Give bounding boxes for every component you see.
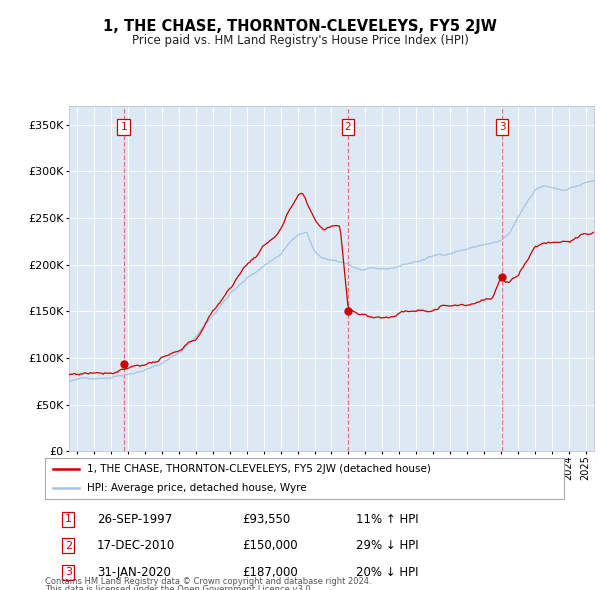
Text: £187,000: £187,000 bbox=[242, 566, 298, 579]
Text: 29% ↓ HPI: 29% ↓ HPI bbox=[356, 539, 419, 552]
Text: Contains HM Land Registry data © Crown copyright and database right 2024.: Contains HM Land Registry data © Crown c… bbox=[45, 578, 371, 586]
Text: 1, THE CHASE, THORNTON-CLEVELEYS, FY5 2JW: 1, THE CHASE, THORNTON-CLEVELEYS, FY5 2J… bbox=[103, 19, 497, 34]
Text: 17-DEC-2010: 17-DEC-2010 bbox=[97, 539, 175, 552]
Text: 1: 1 bbox=[65, 514, 72, 525]
Text: 2: 2 bbox=[65, 541, 72, 550]
Text: 11% ↑ HPI: 11% ↑ HPI bbox=[356, 513, 419, 526]
Text: 1, THE CHASE, THORNTON-CLEVELEYS, FY5 2JW (detached house): 1, THE CHASE, THORNTON-CLEVELEYS, FY5 2J… bbox=[86, 464, 430, 474]
Text: 3: 3 bbox=[65, 567, 72, 577]
Text: HPI: Average price, detached house, Wyre: HPI: Average price, detached house, Wyre bbox=[86, 483, 306, 493]
Text: 31-JAN-2020: 31-JAN-2020 bbox=[97, 566, 171, 579]
Text: £93,550: £93,550 bbox=[242, 513, 290, 526]
Text: 20% ↓ HPI: 20% ↓ HPI bbox=[356, 566, 419, 579]
Text: This data is licensed under the Open Government Licence v3.0.: This data is licensed under the Open Gov… bbox=[45, 585, 313, 590]
Text: £150,000: £150,000 bbox=[242, 539, 298, 552]
Text: 26-SEP-1997: 26-SEP-1997 bbox=[97, 513, 172, 526]
Text: 1: 1 bbox=[121, 122, 127, 132]
Text: 2: 2 bbox=[344, 122, 351, 132]
Text: 3: 3 bbox=[499, 122, 506, 132]
Text: Price paid vs. HM Land Registry's House Price Index (HPI): Price paid vs. HM Land Registry's House … bbox=[131, 34, 469, 47]
